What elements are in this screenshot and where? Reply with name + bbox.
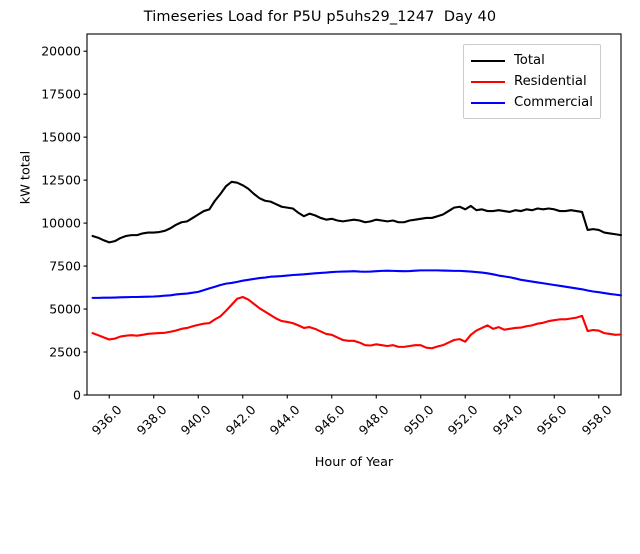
matplotlib-figure: Timeseries Load for P5U p5uhs29_1247 Day… <box>0 0 623 480</box>
series-line-residential <box>91 295 623 350</box>
y-tick-label: 17500 <box>41 86 81 102</box>
y-axis-tick-labels: 0 2500 5000 7500 10000 12500 15000 17500 20000 <box>0 0 81 480</box>
series-line-commercial <box>91 269 623 299</box>
chart-title: Timeseries Load for P5U p5uhs29_1247 Day… <box>143 9 497 25</box>
y-tick-label: 2500 <box>49 344 81 360</box>
chart-legend: Total Residential Commercial <box>463 44 601 119</box>
y-tick-label: 5000 <box>49 301 81 317</box>
legend-item-residential: Residential <box>471 71 593 92</box>
x-tick-label: 936.0 <box>88 402 125 438</box>
legend-label-commercial: Commercial <box>514 95 593 110</box>
y-tick-label: 12500 <box>41 172 81 188</box>
legend-swatch-total <box>471 59 505 62</box>
legend-label-residential: Residential <box>514 74 587 89</box>
y-tick-label: 10000 <box>41 215 81 231</box>
legend-item-commercial: Commercial <box>471 92 593 113</box>
tick-marks <box>83 50 600 399</box>
x-axis-label: Hour of Year <box>314 455 394 470</box>
y-tick-label: 0 <box>73 387 81 403</box>
legend-swatch-commercial <box>471 101 505 104</box>
legend-swatch-residential <box>471 80 505 83</box>
y-axis-label: kW total <box>18 150 34 205</box>
legend-label-total: Total <box>514 53 545 68</box>
data-series-group <box>91 180 623 350</box>
y-tick-label: 20000 <box>41 43 81 59</box>
y-tick-label: 7500 <box>49 258 81 274</box>
y-tick-label: 15000 <box>41 129 81 145</box>
series-line-total <box>91 180 623 244</box>
legend-item-total: Total <box>471 50 593 71</box>
